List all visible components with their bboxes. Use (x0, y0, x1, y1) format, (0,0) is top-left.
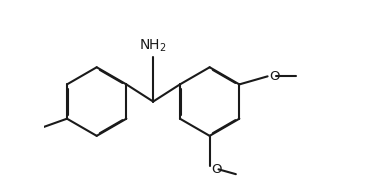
Text: NH$_2$: NH$_2$ (139, 38, 167, 54)
Text: O: O (269, 70, 280, 83)
Text: O: O (211, 163, 222, 176)
